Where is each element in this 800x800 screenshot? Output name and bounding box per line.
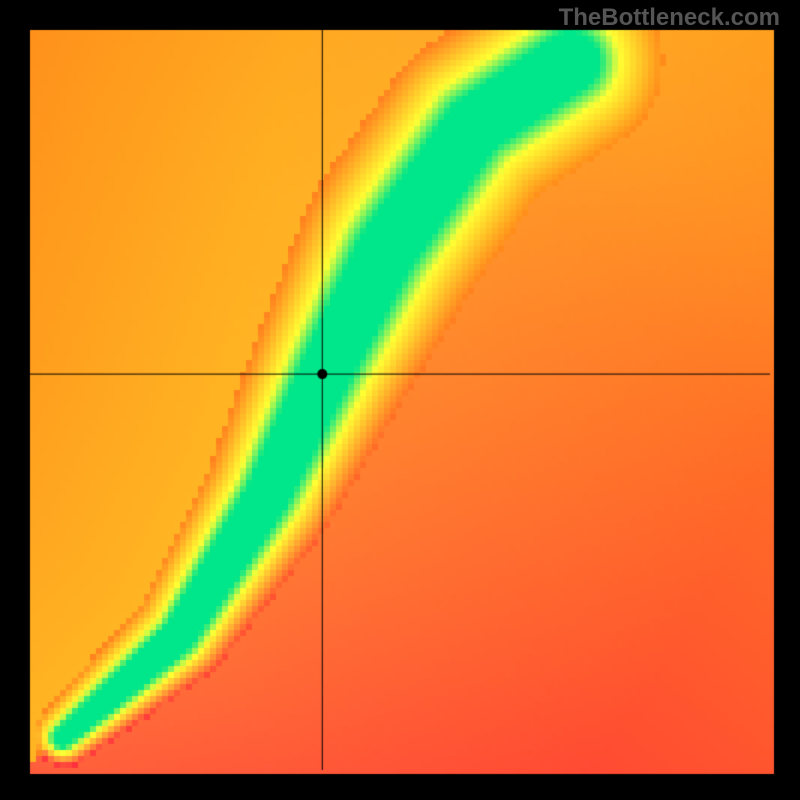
heatmap-canvas [0, 0, 800, 800]
watermark-text: TheBottleneck.com [559, 4, 780, 32]
chart-container: TheBottleneck.com [0, 0, 800, 800]
